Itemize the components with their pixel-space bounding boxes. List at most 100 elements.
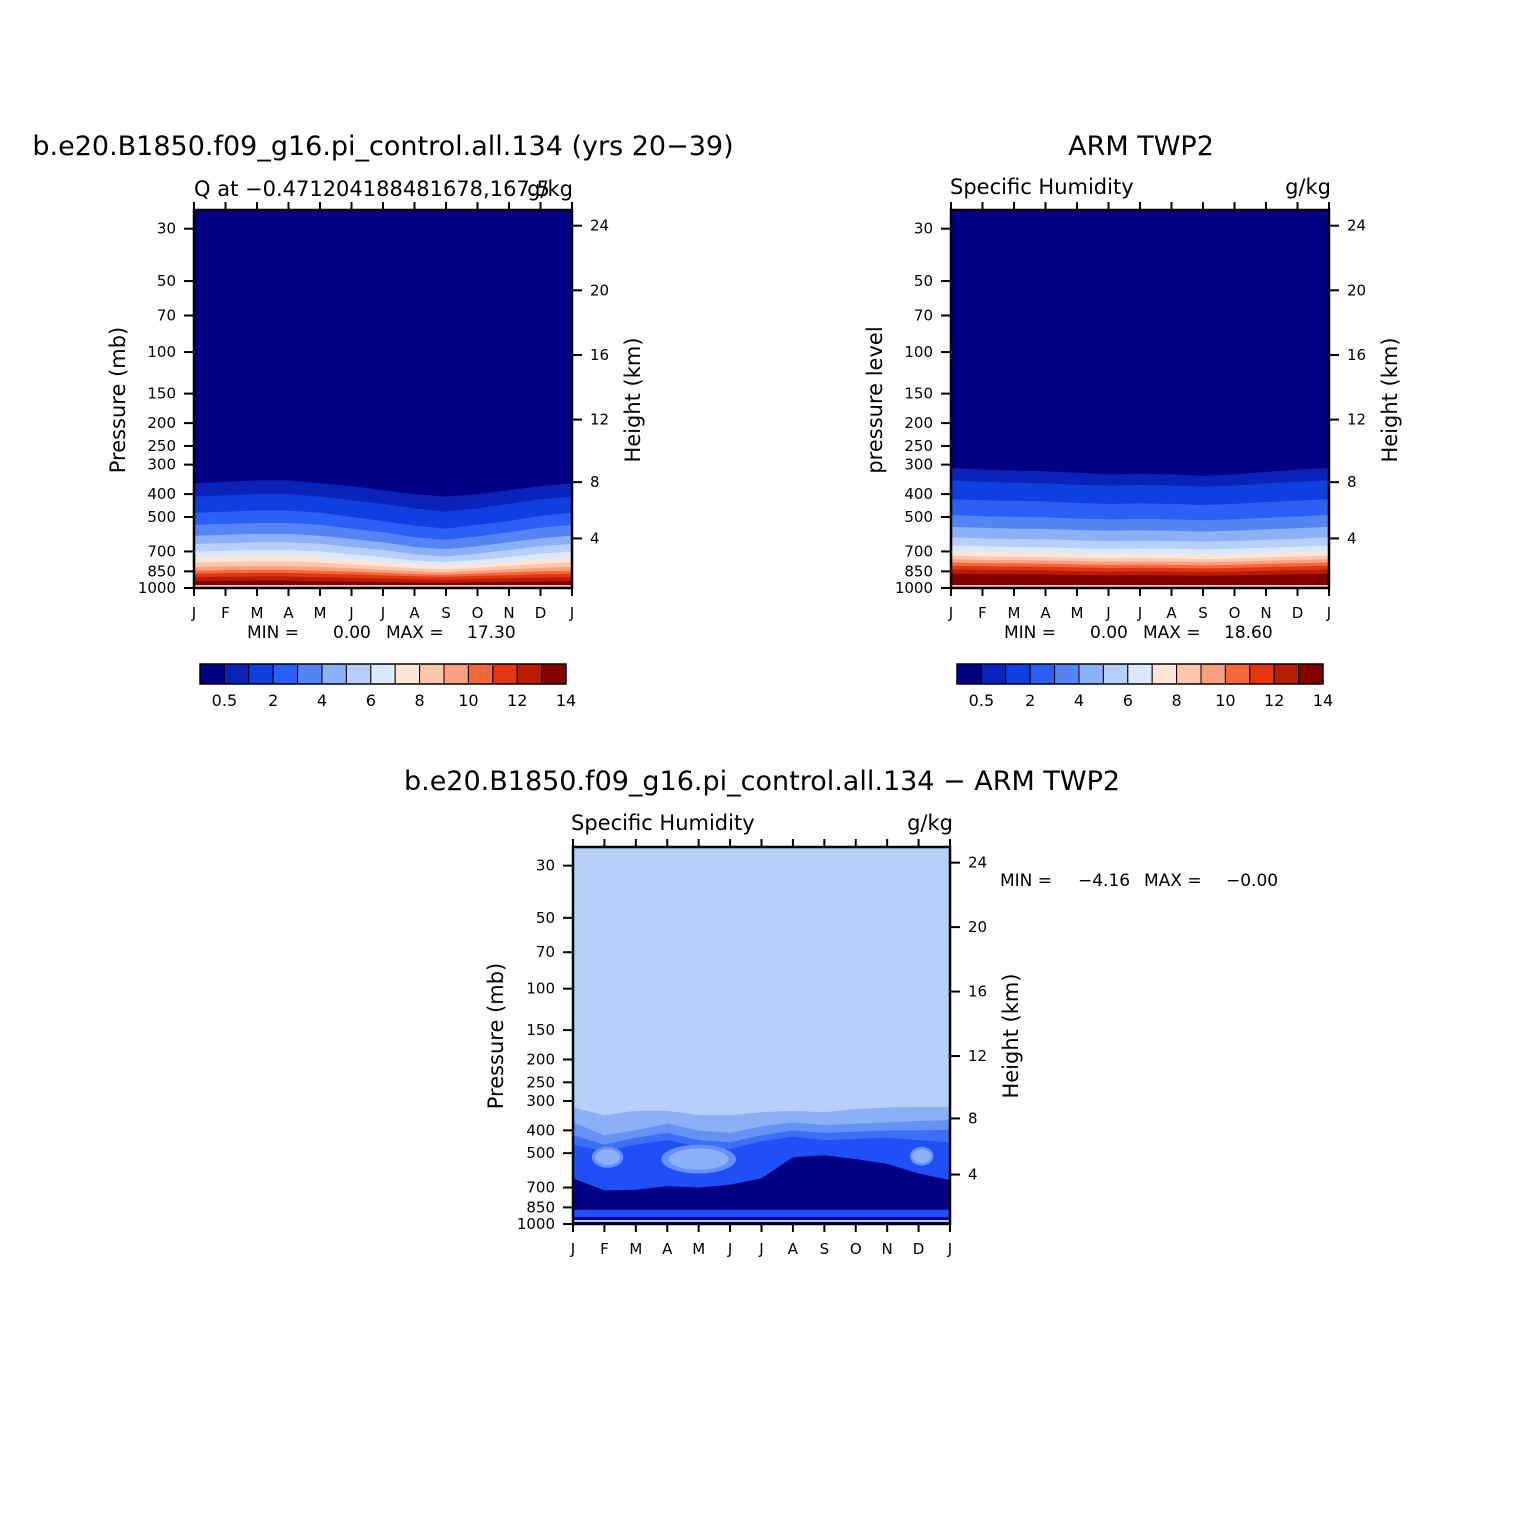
x-tick-label: A: [662, 1240, 673, 1258]
y-tick-label: 400: [904, 485, 933, 503]
colorbar-swatch: [345, 663, 372, 685]
colorbar-swatch: [394, 663, 421, 685]
panel1-ylabel: Pressure (mb): [106, 327, 130, 474]
x-tick-label: O: [472, 604, 484, 622]
colorbar-label: 12: [507, 691, 527, 710]
panel3-ylabel-right: Height (km): [999, 973, 1023, 1098]
panel1-plot-area: [194, 210, 572, 588]
x-tick-label: N: [1260, 604, 1271, 622]
panel3-max-value: −0.00: [1226, 871, 1278, 891]
y-tick-label: 500: [904, 508, 933, 526]
x-tick-label: A: [1040, 604, 1051, 622]
colorbar-swatch: [1273, 663, 1300, 685]
y-tick-label: 150: [526, 1021, 555, 1039]
panel1-min-value: 0.00: [333, 623, 371, 643]
x-tick-label: J: [1137, 604, 1142, 622]
panel1-max-value: 17.30: [467, 623, 516, 643]
panel1-subtitle-right: g/kg: [527, 177, 573, 201]
x-tick-label: J: [1326, 604, 1331, 622]
y-tick-label: 1000: [517, 1215, 555, 1233]
x-tick-label: J: [1105, 604, 1110, 622]
colorbar-label: 14: [556, 691, 576, 710]
y-right-tick-label: 12: [968, 1047, 987, 1065]
y-tick-label: 300: [147, 456, 176, 474]
colorbar-label: 6: [1123, 691, 1133, 710]
contour-band: [573, 1155, 950, 1224]
colorbar-swatch: [1005, 663, 1031, 685]
colorbar-label: 12: [1264, 691, 1284, 710]
x-tick-label: J: [191, 604, 196, 622]
x-tick-label: N: [503, 604, 514, 622]
colorbar-swatch: [223, 663, 250, 685]
colorbar-label: 2: [1025, 691, 1035, 710]
colorbar-swatch: [1029, 663, 1056, 685]
panel2-max-label: MAX =: [1143, 623, 1201, 643]
x-tick-label: F: [978, 604, 987, 622]
panel3-ylabel: Pressure (mb): [484, 963, 508, 1110]
x-tick-label: A: [283, 604, 294, 622]
x-tick-label: A: [409, 604, 420, 622]
y-tick-label: 500: [526, 1144, 555, 1162]
y-tick-label: 250: [147, 437, 176, 455]
y-tick-label: 400: [526, 1121, 555, 1139]
y-tick-label: 250: [526, 1073, 555, 1091]
panel2-plot-area: [951, 210, 1329, 588]
y-right-tick-label: 16: [590, 346, 609, 364]
panel2-title: ARM TWP2: [1068, 131, 1214, 162]
x-tick-label: J: [727, 1240, 732, 1258]
panel3-min-value: −4.16: [1078, 871, 1130, 891]
colorbar-frame: [199, 663, 567, 685]
panel2-ylabel: pressure level: [863, 326, 887, 473]
colorbar-label: 4: [1074, 691, 1084, 710]
y-right-tick-label: 24: [590, 217, 609, 235]
colorbar-swatch: [1151, 663, 1178, 685]
panel-difference: b.e20.B1850.f09_g16.pi_control.all.134 −…: [404, 766, 1278, 1258]
panel3-title: b.e20.B1850.f09_g16.pi_control.all.134 −…: [404, 766, 1120, 797]
y-right-tick-label: 24: [968, 854, 987, 872]
colorbar-swatch: [516, 663, 543, 685]
y-right-tick-label: 16: [1347, 346, 1366, 364]
colorbar-swatch: [1298, 663, 1324, 685]
colorbar-swatch: [248, 663, 274, 685]
y-right-tick-label: 8: [1347, 473, 1357, 491]
y-right-tick-label: 12: [1347, 411, 1366, 429]
y-tick-label: 850: [147, 562, 176, 580]
y-tick-label: 150: [904, 385, 933, 403]
colorbar-label: 8: [1172, 691, 1182, 710]
x-tick-label: M: [692, 1240, 705, 1258]
colorbar-swatch: [1176, 663, 1202, 685]
colorbar-swatch: [443, 663, 469, 685]
y-tick-label: 50: [536, 909, 555, 927]
x-tick-label: J: [758, 1240, 763, 1258]
x-tick-label: A: [1166, 604, 1177, 622]
y-tick-label: 500: [147, 508, 176, 526]
x-tick-label: S: [1198, 604, 1208, 622]
surface-strip: [573, 1209, 950, 1218]
x-tick-label: D: [535, 604, 547, 622]
colorbar-label: 6: [366, 691, 376, 710]
contour-blob: [912, 1149, 932, 1164]
y-right-tick-label: 8: [968, 1109, 978, 1127]
x-tick-label: M: [314, 604, 327, 622]
panel2-min-label: MIN =: [1004, 623, 1056, 643]
y-tick-label: 100: [904, 343, 933, 361]
x-tick-label: M: [1071, 604, 1084, 622]
panel1-max-label: MAX =: [386, 623, 444, 643]
y-right-tick-label: 16: [968, 983, 987, 1001]
contour-blob: [594, 1149, 621, 1166]
colorbar-swatch: [1127, 663, 1153, 685]
x-tick-label: J: [948, 604, 953, 622]
y-tick-label: 1000: [895, 579, 933, 597]
colorbar-swatch: [541, 663, 567, 685]
colorbar-swatch: [1054, 663, 1080, 685]
y-tick-label: 850: [904, 562, 933, 580]
y-tick-label: 100: [526, 980, 555, 998]
y-right-tick-label: 4: [1347, 529, 1357, 547]
y-tick-label: 50: [157, 272, 176, 290]
colorbar-label: 2: [268, 691, 278, 710]
panel1-subtitle-left: Q at −0.471204188481678,167.5: [194, 177, 550, 201]
colorbar-swatch: [467, 663, 494, 685]
y-right-tick-label: 20: [590, 281, 609, 299]
